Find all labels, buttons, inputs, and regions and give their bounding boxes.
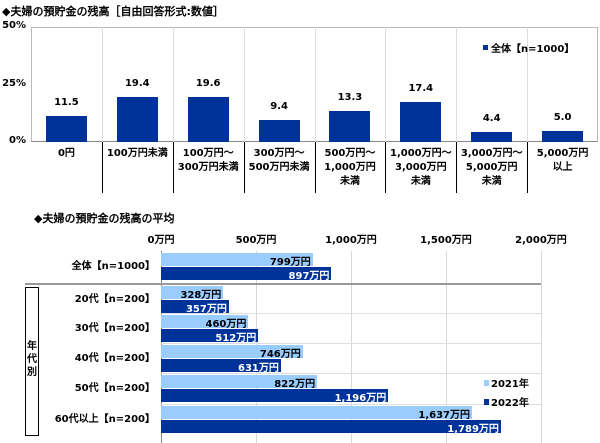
bar [187,96,229,142]
bar [400,101,442,142]
category-label: 20代【n=200】 [74,294,155,305]
value-label: 9.4 [270,101,288,113]
value-label: 11.5 [54,96,79,108]
bar [258,120,300,142]
bar [542,130,584,142]
group-label: 年代別 [27,341,37,378]
category-divider-lower [527,142,529,193]
value-label: 1,637万円 [418,410,471,421]
category-label: 全体【n=1000】 [71,261,155,272]
row-separator [161,404,541,405]
value-label: 17.4 [408,82,434,94]
value-label: 328万円 [180,290,222,301]
legend-swatch [484,399,489,405]
category-label: 30代【n=200】 [74,323,155,334]
value-label: 822万円 [274,379,316,390]
bar [161,315,249,328]
bar [161,420,501,433]
x-tick-label: 2,000万円 [515,235,567,246]
bar [161,375,318,388]
category-divider [243,27,245,193]
row-separator [25,283,541,285]
category-label: 50代【n=200】 [74,383,155,394]
bar [45,115,87,142]
legend-label: 全体【n=1000】 [491,44,575,55]
x-tick-label: 0万円 [147,235,175,246]
legend-swatch [483,45,488,50]
x-tick-label: 1,500万円 [420,235,472,246]
category-label: 3,000万円～ 5,000万円 未満 [460,148,523,187]
legend-swatch [484,380,489,386]
category-divider-lower [172,142,174,193]
value-label: 4.4 [482,112,501,124]
category-divider [101,27,103,193]
category-label: 5,000万円 以上 [536,148,589,173]
y-tick-label: 50% [2,20,26,31]
gridline [351,251,352,443]
row-separator [161,343,541,344]
category-label: 100万円～ 300万円未満 [177,148,239,173]
value-label: 19.6 [195,77,221,89]
category-label: 0円 [57,148,75,159]
value-label: 13.3 [337,92,363,104]
bar [161,359,281,372]
category-divider [172,27,174,193]
value-label: 799万円 [269,257,311,268]
value-label: 746万円 [259,349,301,360]
category-label: 100万円未満 [106,148,168,159]
chart1-title: ◆夫婦の預貯金の残高［自由回答形式:数値］ [2,5,224,18]
category-label: 500万円～ 1,000万円 未満 [324,148,376,187]
gridline [541,251,542,443]
value-label: 357万円 [185,304,227,315]
category-divider-lower [243,142,245,193]
category-divider [385,27,387,193]
value-label: 512万円 [215,333,257,344]
bar [161,286,224,299]
category-divider-lower [314,142,316,193]
bar [161,300,229,313]
bar [161,253,313,266]
category-divider-lower [101,142,103,193]
category-divider [527,27,529,193]
category-label: 40代【n=200】 [74,353,155,364]
value-label: 5.0 [553,111,572,123]
y-tick-label: 0% [9,135,26,146]
bar [471,131,513,142]
x-tick-label: 500万円 [235,235,277,246]
bar [161,406,473,419]
value-label: 1,196万円 [334,393,387,404]
gridline [446,251,447,443]
category-divider-lower [385,142,387,193]
bar [329,111,371,142]
x-tick-label: 1,000万円 [325,235,377,246]
bar [161,389,389,402]
chart2-title: ◆夫婦の預貯金の残高の平均 [34,212,175,225]
bar [161,329,259,342]
category-label: 1,000万円～ 3,000万円 未満 [389,148,452,187]
category-label: 60代以上【n=200】 [54,414,155,425]
row-separator [161,373,541,374]
value-label: 460万円 [205,319,247,330]
legend-label: 2022年 [491,398,529,409]
category-divider [456,27,458,193]
bar [161,345,303,358]
category-label: 300万円～ 500万円未満 [248,148,310,173]
value-label: 19.4 [124,78,150,90]
value-label: 1,789万円 [447,424,499,435]
row-separator [161,313,541,314]
y-tick-label: 25% [2,77,26,89]
group-bracket [25,287,39,436]
bar [116,97,158,142]
value-label: 631万円 [238,363,279,374]
bar [161,267,332,280]
legend-label: 2021年 [491,379,529,390]
value-label: 897万円 [288,271,330,282]
category-divider-lower [456,142,458,193]
category-divider [314,27,316,193]
